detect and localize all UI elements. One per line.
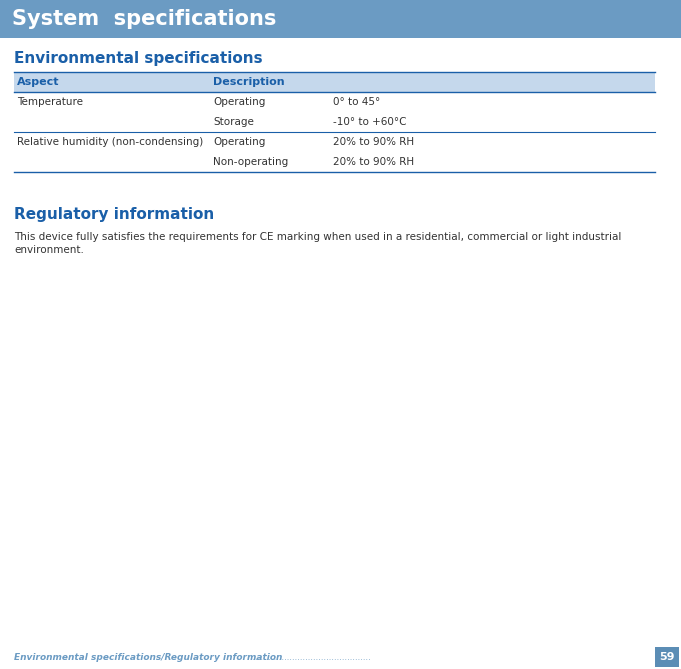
Text: Non-operating: Non-operating [213, 157, 288, 167]
Text: System  specifications: System specifications [12, 9, 276, 29]
Bar [0, 0, 681, 38]
Text: Temperature: Temperature [17, 97, 83, 107]
Bar [14, 72, 655, 92]
Text: 20% to 90% RH: 20% to 90% RH [333, 157, 414, 167]
Text: 59: 59 [659, 652, 675, 662]
Text: Storage: Storage [213, 117, 254, 127]
Text: Description: Description [213, 77, 285, 87]
Text: Operating: Operating [213, 97, 266, 107]
Text: Environmental specifications/Regulatory information: Environmental specifications/Regulatory … [14, 652, 283, 662]
Text: Operating: Operating [213, 137, 266, 147]
Text: Relative humidity (non-condensing): Relative humidity (non-condensing) [17, 137, 203, 147]
Text: .............................................: ........................................… [250, 652, 370, 662]
Text: 0° to 45°: 0° to 45° [333, 97, 380, 107]
Text: -10° to +60°C: -10° to +60°C [333, 117, 407, 127]
Text: 20% to 90% RH: 20% to 90% RH [333, 137, 414, 147]
Text: This device fully satisfies the requirements for CE marking when used in a resid: This device fully satisfies the requirem… [14, 232, 621, 242]
Text: Regulatory information: Regulatory information [14, 207, 215, 221]
Bar [655, 647, 679, 667]
Text: Environmental specifications: Environmental specifications [14, 50, 263, 66]
Text: Aspect: Aspect [17, 77, 59, 87]
Text: environment.: environment. [14, 245, 84, 255]
